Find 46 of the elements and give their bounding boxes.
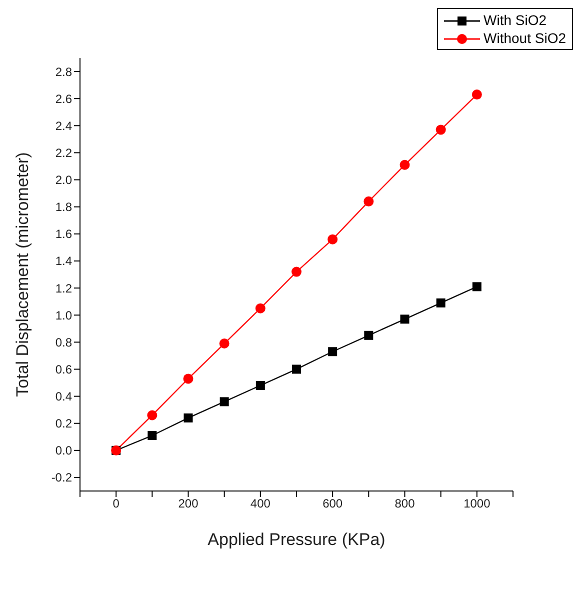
point (328, 234, 338, 244)
y-tick-label: 1.4 (55, 254, 72, 268)
legend-label: With SiO2 (484, 12, 547, 28)
y-tick-label: 1.8 (55, 200, 72, 214)
y-tick-label: 0.6 (55, 362, 72, 376)
point (364, 196, 374, 206)
point (184, 413, 193, 422)
x-tick-label: 400 (250, 496, 271, 511)
y-tick-label: 2.2 (55, 146, 72, 160)
x-tick-label: 600 (322, 496, 343, 511)
point (364, 330, 374, 340)
y-tick-label: 2.4 (55, 118, 72, 133)
point (400, 314, 410, 324)
point (436, 124, 446, 135)
point (400, 160, 410, 170)
x-tick-label: 0 (112, 496, 120, 511)
point (255, 303, 266, 314)
y-tick-label: 0.8 (55, 335, 72, 350)
y-tick-label: 2.6 (55, 92, 72, 106)
y-tick-label: 0.2 (55, 416, 72, 431)
point (328, 347, 338, 356)
x-tick-label: 200 (178, 496, 199, 511)
x-axis-title: Applied Pressure (KPa) (208, 530, 386, 549)
y-tick-label: 1.2 (55, 281, 72, 296)
x-tick-label: 1000 (464, 496, 491, 511)
y-tick-label: 2.8 (55, 64, 72, 79)
point (472, 90, 482, 100)
y-tick-label: 2.0 (55, 173, 72, 188)
point (472, 282, 482, 292)
x-tick-label: 800 (394, 496, 416, 511)
point (183, 374, 194, 384)
point (292, 364, 301, 374)
point (220, 397, 229, 406)
y-tick-label: 1.6 (55, 227, 72, 242)
y-tick-label: 1.0 (55, 308, 72, 322)
point (219, 338, 230, 349)
y-tick-label: 0.0 (55, 444, 72, 458)
point (256, 380, 265, 390)
y-tick-label: -0.2 (51, 470, 72, 485)
point (147, 410, 158, 420)
y-tick-label: 0.4 (55, 390, 72, 404)
y-axis-title: Total Displacement (micrometer) (13, 152, 32, 397)
point (292, 266, 302, 277)
legend-label: Without SiO2 (484, 30, 566, 46)
point (148, 431, 157, 440)
point (436, 298, 446, 308)
